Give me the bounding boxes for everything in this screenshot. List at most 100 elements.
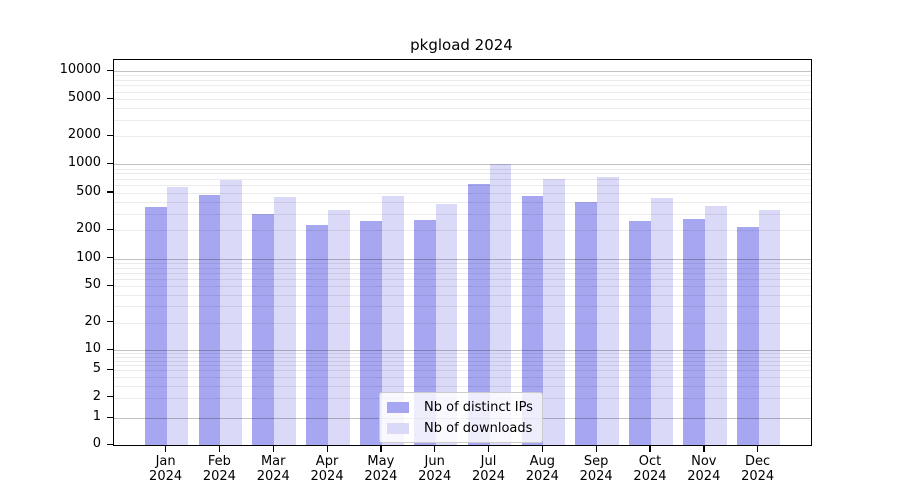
gridline-minor [114, 262, 811, 264]
y-tick-label: 500 [76, 183, 101, 199]
y-tick-mark [106, 284, 114, 286]
y-tick-mark [106, 443, 114, 445]
x-tick-label: Apr 2024 [295, 454, 359, 484]
x-tick-mark [541, 445, 544, 452]
x-label-month: Feb [207, 454, 231, 469]
x-label-year: 2024 [471, 469, 506, 484]
y-tick-mark [106, 162, 114, 165]
y-tick-label: 1000 [67, 155, 101, 171]
gridline-major [114, 350, 811, 351]
x-label-year: 2024 [256, 469, 290, 484]
gridline-minor [114, 353, 811, 355]
x-label-month: Sep [583, 454, 609, 469]
bar-distinct-ips-aug [521, 195, 544, 445]
x-label-month: Oct [638, 454, 662, 469]
gridline-minor [114, 136, 811, 138]
gridline-minor [114, 306, 811, 308]
y-tick-label: 50 [84, 277, 101, 293]
bar-distinct-ips-feb [198, 195, 221, 445]
bar-distinct-ips-apr [306, 224, 329, 445]
y-tick-mark [106, 416, 114, 418]
x-tick-mark [595, 445, 597, 452]
x-tick-label: Jun 2024 [403, 454, 467, 484]
x-tick-mark [434, 445, 436, 452]
bar-distinct-ips-dec [736, 227, 759, 445]
gridline-minor [114, 360, 811, 362]
x-tick-mark [165, 445, 167, 452]
y-tick-label: 10000 [59, 62, 101, 77]
x-tick-mark [649, 445, 651, 452]
y-tick-mark [106, 69, 114, 71]
x-label-month: Nov [691, 454, 717, 469]
x-label-year: 2024 [687, 469, 721, 484]
y-tick-mark [106, 191, 114, 193]
x-tick-label: Oct 2024 [618, 454, 682, 484]
gridline-minor [114, 178, 811, 180]
gridline-minor [114, 370, 811, 372]
legend-swatch-downloads [387, 422, 409, 434]
gridline-minor [114, 213, 811, 215]
x-label-month: Dec [745, 454, 771, 469]
x-tick-mark [272, 445, 275, 452]
gridline-minor [114, 173, 811, 175]
x-label-year: 2024 [633, 469, 667, 484]
x-label-month: Mar [260, 454, 286, 469]
gridline-minor [114, 201, 811, 203]
y-tick-label: 1 [92, 409, 101, 424]
bar-distinct-ips-jun [413, 219, 436, 445]
gridline-minor [114, 385, 811, 387]
gridline-minor [114, 75, 811, 77]
bar-downloads-jan [166, 187, 189, 445]
x-tick-label: Jul 2024 [457, 454, 521, 484]
gridline-minor [114, 286, 811, 288]
x-label-year: 2024 [202, 469, 236, 484]
gridline-minor [114, 85, 811, 87]
y-tick-mark [106, 228, 114, 231]
x-label-year: 2024 [579, 469, 613, 484]
gridline-major [114, 164, 811, 166]
y-tick-label: 0 [92, 436, 101, 451]
x-tick-mark [326, 445, 328, 452]
y-tick-label: 10 [84, 341, 101, 356]
x-label-month: Apr [315, 454, 339, 469]
bar-distinct-ips-jul [467, 184, 490, 445]
x-label-month: Jul [480, 454, 497, 469]
y-tick-mark [106, 257, 114, 259]
legend-label-downloads: Nb of downloads [424, 420, 533, 436]
bar-downloads-sep [597, 177, 619, 445]
bar-downloads-may [381, 195, 404, 445]
x-tick-label: Feb 2024 [187, 454, 251, 484]
bar-distinct-ips-sep [575, 202, 598, 445]
gridline-minor [114, 295, 811, 297]
gridline-major [114, 258, 811, 260]
x-tick-label: Jan 2024 [134, 454, 198, 484]
y-tick-mark [106, 134, 114, 136]
x-label-year: 2024 [149, 469, 183, 484]
x-label-month: Jan [155, 454, 176, 469]
bar-downloads-mar [274, 196, 297, 445]
x-tick-label: May 2024 [349, 454, 413, 484]
legend-swatch-distinct-ips [387, 401, 409, 413]
bar-downloads-dec [758, 209, 781, 445]
y-tick-mark [106, 396, 114, 398]
gridline-minor [114, 91, 811, 93]
gridline-minor [114, 192, 811, 194]
gridline-minor [114, 99, 811, 101]
bar-distinct-ips-jan [144, 207, 167, 445]
gridline-major [114, 71, 811, 72]
legend: Nb of distinct IPs Nb of downloads [379, 392, 543, 443]
gridline-minor [114, 119, 811, 121]
bar-distinct-ips-oct [629, 221, 651, 445]
y-tick-label: 2000 [67, 127, 101, 143]
bar-distinct-ips-nov [683, 218, 705, 445]
x-tick-label: Dec 2024 [726, 454, 790, 484]
x-label-month: May [367, 454, 395, 469]
y-tick-mark [106, 97, 114, 99]
x-tick-mark [218, 445, 221, 452]
gridline-minor [114, 230, 811, 232]
y-tick-label: 20 [84, 313, 101, 329]
bar-downloads-oct [650, 197, 673, 445]
bar-distinct-ips-may [360, 221, 382, 445]
gridline-minor [114, 168, 811, 170]
